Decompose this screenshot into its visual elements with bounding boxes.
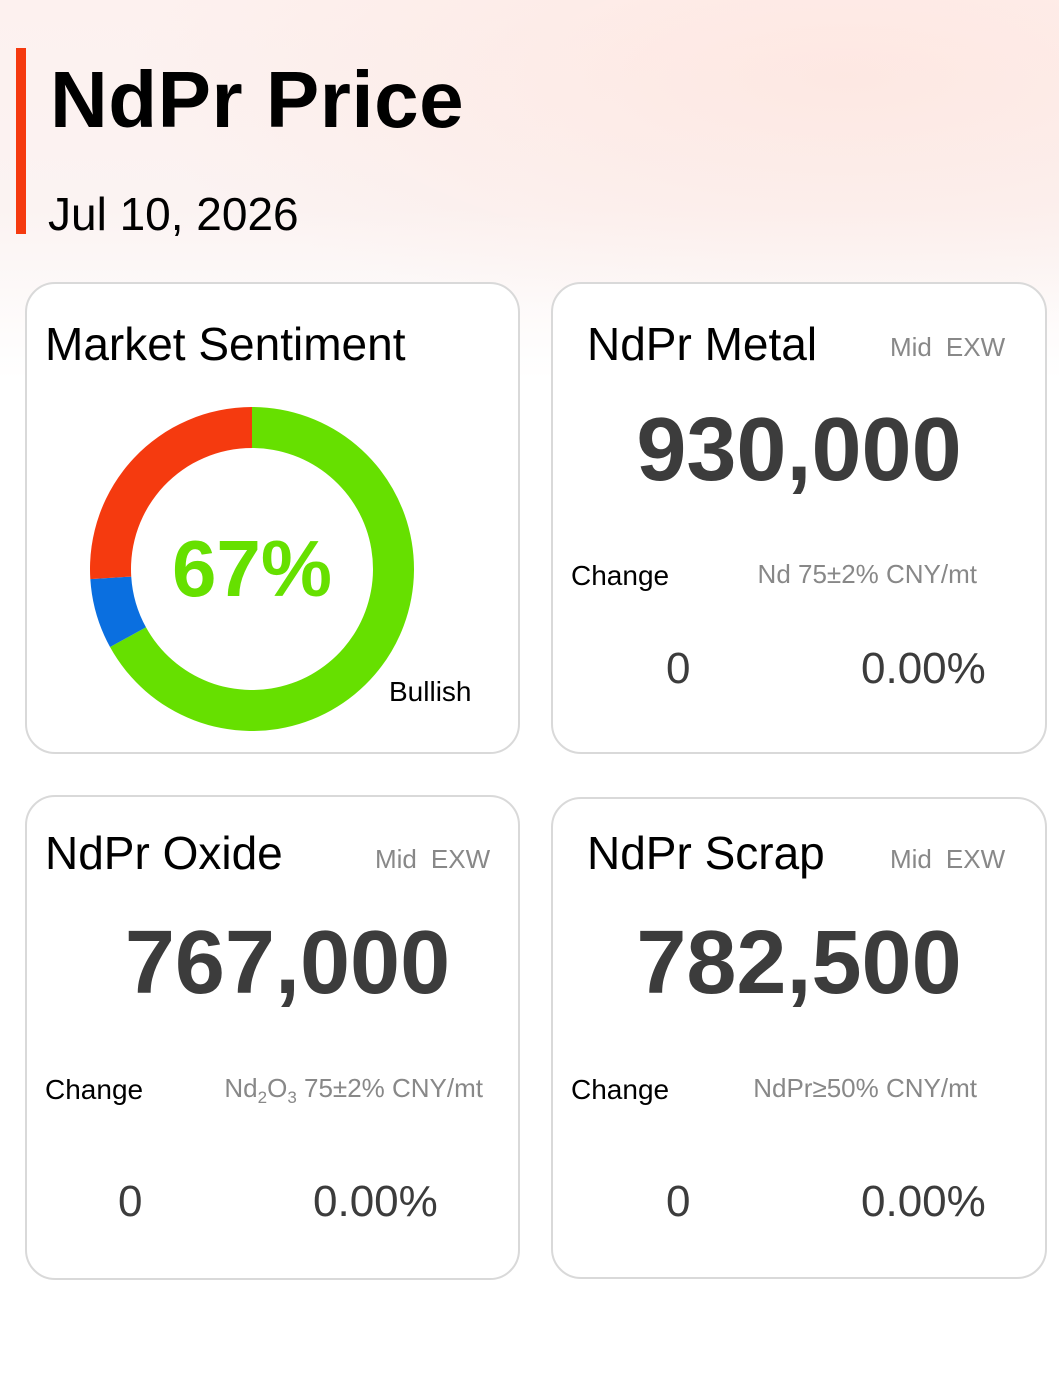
metal-change-label: Change xyxy=(571,560,670,591)
ndpr-oxide-card: NdPr Oxide Mid EXW 767,000 Change Nd2O3 7… xyxy=(25,795,520,1280)
metal-title: NdPr Metal xyxy=(587,318,818,370)
sentiment-percentage: 67% xyxy=(171,524,333,613)
page-date: Jul 10, 2026 xyxy=(48,188,299,240)
page-title: NdPr Price xyxy=(50,55,465,144)
scrap-change-label: Change xyxy=(571,1074,670,1105)
oxide-change-value: 0 xyxy=(118,1177,143,1226)
donut-segment-neutral xyxy=(90,576,146,648)
scrap-spec: NdPr≥50% CNY/mt xyxy=(753,1073,977,1103)
oxide-spec: Nd2O3 75±2% CNY/mt xyxy=(224,1073,483,1107)
title-accent-bar xyxy=(16,48,26,234)
scrap-title: NdPr Scrap xyxy=(587,827,825,879)
metal-change-value: 0 xyxy=(666,644,691,693)
sentiment-donut-chart xyxy=(90,407,414,731)
ndpr-scrap-card: NdPr Scrap Mid EXW 782,500 Change NdPr≥50… xyxy=(551,797,1047,1279)
oxide-tags: Mid EXW xyxy=(375,844,490,874)
metal-change-percent: 0.00% xyxy=(861,644,986,693)
oxide-change-label: Change xyxy=(45,1074,144,1105)
sentiment-label: Bullish xyxy=(389,676,472,707)
donut-segment-bearish xyxy=(90,407,252,580)
scrap-price: 782,500 xyxy=(636,913,962,1013)
scrap-tag-mid: Mid xyxy=(890,844,932,874)
sentiment-donut: 67% xyxy=(87,404,417,734)
oxide-tag-mid: Mid xyxy=(375,844,417,874)
metal-spec: Nd 75±2% CNY/mt xyxy=(757,559,977,589)
scrap-change-value: 0 xyxy=(666,1177,691,1226)
metal-tags: Mid EXW xyxy=(890,332,1005,362)
metal-tag-mid: Mid xyxy=(890,332,932,362)
oxide-price: 767,000 xyxy=(124,913,451,1013)
scrap-tags: Mid EXW xyxy=(890,844,1005,874)
oxide-title: NdPr Oxide xyxy=(45,827,283,879)
metal-price: 930,000 xyxy=(636,400,962,500)
ndpr-metal-card: NdPr Metal Mid EXW 930,000 Change Nd 75±2… xyxy=(551,282,1047,754)
sentiment-title: Market Sentiment xyxy=(45,318,406,370)
market-sentiment-card: Market Sentiment 67% Bullish xyxy=(25,282,520,754)
scrap-tag-exw: EXW xyxy=(945,844,1006,874)
oxide-change-percent: 0.00% xyxy=(313,1177,438,1226)
oxide-tag-exw: EXW xyxy=(430,844,491,874)
scrap-change-percent: 0.00% xyxy=(861,1177,986,1226)
metal-tag-exw: EXW xyxy=(945,332,1006,362)
